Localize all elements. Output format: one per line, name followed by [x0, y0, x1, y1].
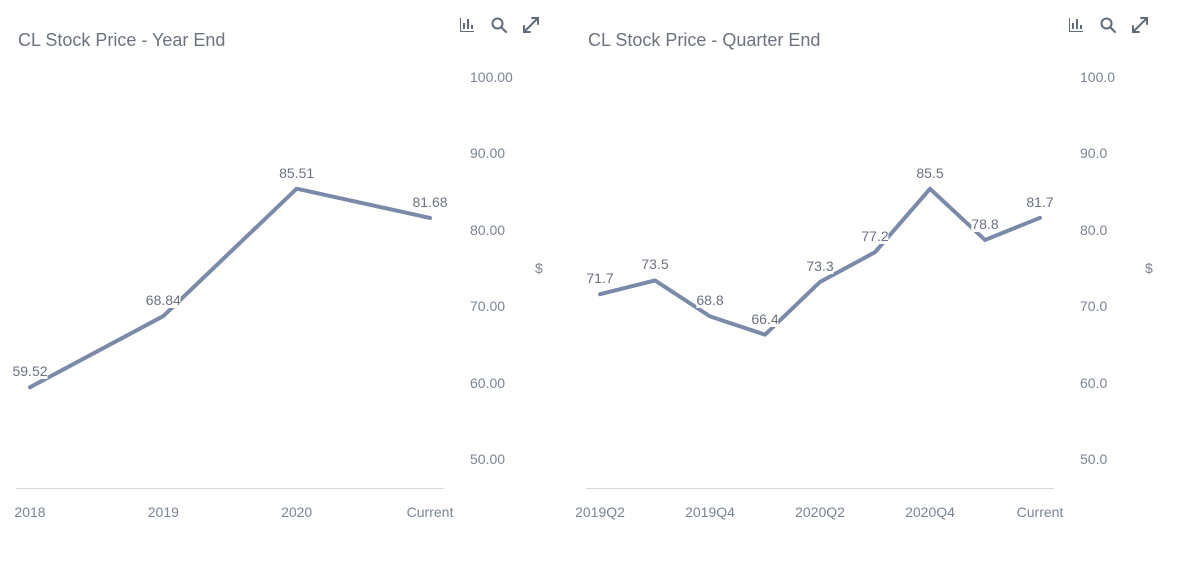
x-axis-tick-label: 2020: [281, 504, 312, 520]
x-axis-tick-label: 2019Q4: [685, 504, 735, 520]
x-axis-tick-label: 2018: [14, 504, 45, 520]
data-point-label: 68.8: [696, 292, 723, 308]
x-axis-baseline: [586, 488, 1054, 489]
x-axis-tick-label: Current: [1017, 504, 1064, 520]
data-point-label: 85.5: [916, 165, 943, 181]
data-point-label: 68.84: [146, 292, 181, 308]
y-axis-tick-label: 60.0: [1080, 375, 1107, 391]
y-axis-unit: $: [535, 260, 543, 276]
y-axis-tick-label: 100.00: [470, 69, 513, 85]
x-axis-tick-label: 2019Q2: [575, 504, 625, 520]
y-axis-tick-label: 70.0: [1080, 298, 1107, 314]
year-end-panel: CL Stock Price - Year End 50.0060.0070.0…: [0, 0, 570, 577]
data-point-label: 77.2: [861, 228, 888, 244]
data-point-label: 73.5: [641, 256, 668, 272]
data-point-label: 81.7: [1026, 194, 1053, 210]
data-point-label: 59.52: [12, 363, 47, 379]
quarter-end-panel: CL Stock Price - Quarter End 50.060.070.…: [570, 0, 1179, 577]
y-axis-tick-label: 50.0: [1080, 451, 1107, 467]
x-axis-tick-label: 2020Q2: [795, 504, 845, 520]
y-axis-tick-label: 80.0: [1080, 222, 1107, 238]
data-point-label: 81.68: [412, 194, 447, 210]
y-axis-tick-label: 60.00: [470, 375, 505, 391]
y-axis-tick-label: 90.0: [1080, 145, 1107, 161]
y-axis-tick-label: 90.00: [470, 145, 505, 161]
data-point-label: 71.7: [586, 270, 613, 286]
x-axis-tick-label: 2020Q4: [905, 504, 955, 520]
y-axis-tick-label: 50.00: [470, 451, 505, 467]
y-axis-tick-label: 100.0: [1080, 69, 1115, 85]
data-point-label: 73.3: [806, 258, 833, 274]
data-point-label: 85.51: [279, 165, 314, 181]
quarter-chart-line: [570, 0, 1179, 577]
year-chart-line: [0, 0, 570, 577]
data-point-label: 66.4: [751, 311, 778, 327]
x-axis-baseline: [16, 488, 444, 489]
y-axis-tick-label: 70.00: [470, 298, 505, 314]
y-axis-tick-label: 80.00: [470, 222, 505, 238]
y-axis-unit: $: [1145, 260, 1153, 276]
data-point-label: 78.8: [971, 216, 998, 232]
x-axis-tick-label: 2019: [148, 504, 179, 520]
x-axis-tick-label: Current: [407, 504, 454, 520]
